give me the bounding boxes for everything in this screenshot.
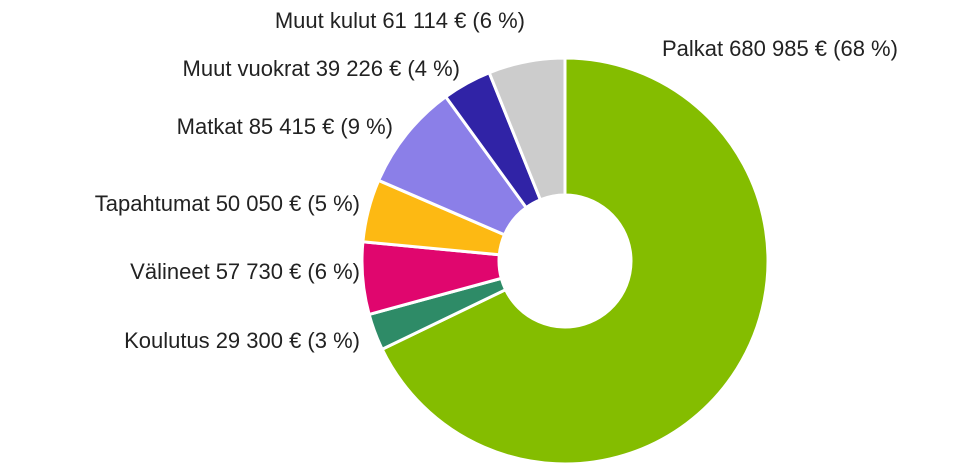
value-label: 29 300 € (3 %) xyxy=(216,328,360,353)
slice-label: Muut vuokrat 39 226 € (4 %) xyxy=(183,56,460,81)
value-label: 85 415 € (9 %) xyxy=(249,114,393,139)
category-name: Välineet xyxy=(130,259,210,284)
value-label: 680 985 € (68 %) xyxy=(729,36,898,61)
category-name: Palkat xyxy=(662,36,723,61)
category-name: Muut kulut xyxy=(275,8,377,33)
slice-label: Muut kulut 61 114 € (6 %) xyxy=(275,8,525,33)
value-label: 61 114 € (6 %) xyxy=(382,8,525,33)
slice-label: Välineet 57 730 € (6 %) xyxy=(130,259,360,284)
slice-label: Matkat 85 415 € (9 %) xyxy=(177,114,393,139)
category-name: Koulutus xyxy=(124,328,210,353)
value-label: 57 730 € (6 %) xyxy=(216,259,360,284)
slice-label: Tapahtumat 50 050 € (5 %) xyxy=(95,191,360,216)
slice-label: Palkat 680 985 € (68 %) xyxy=(662,36,898,61)
slice xyxy=(487,56,567,202)
category-name: Tapahtumat xyxy=(95,191,210,216)
slice xyxy=(380,56,770,466)
value-label: 50 050 € (5 %) xyxy=(216,191,360,216)
slice-label: Koulutus 29 300 € (3 %) xyxy=(124,328,360,353)
category-name: Matkat xyxy=(177,114,243,139)
category-name: Muut vuokrat xyxy=(183,56,310,81)
value-label: 39 226 € (4 %) xyxy=(316,56,460,81)
